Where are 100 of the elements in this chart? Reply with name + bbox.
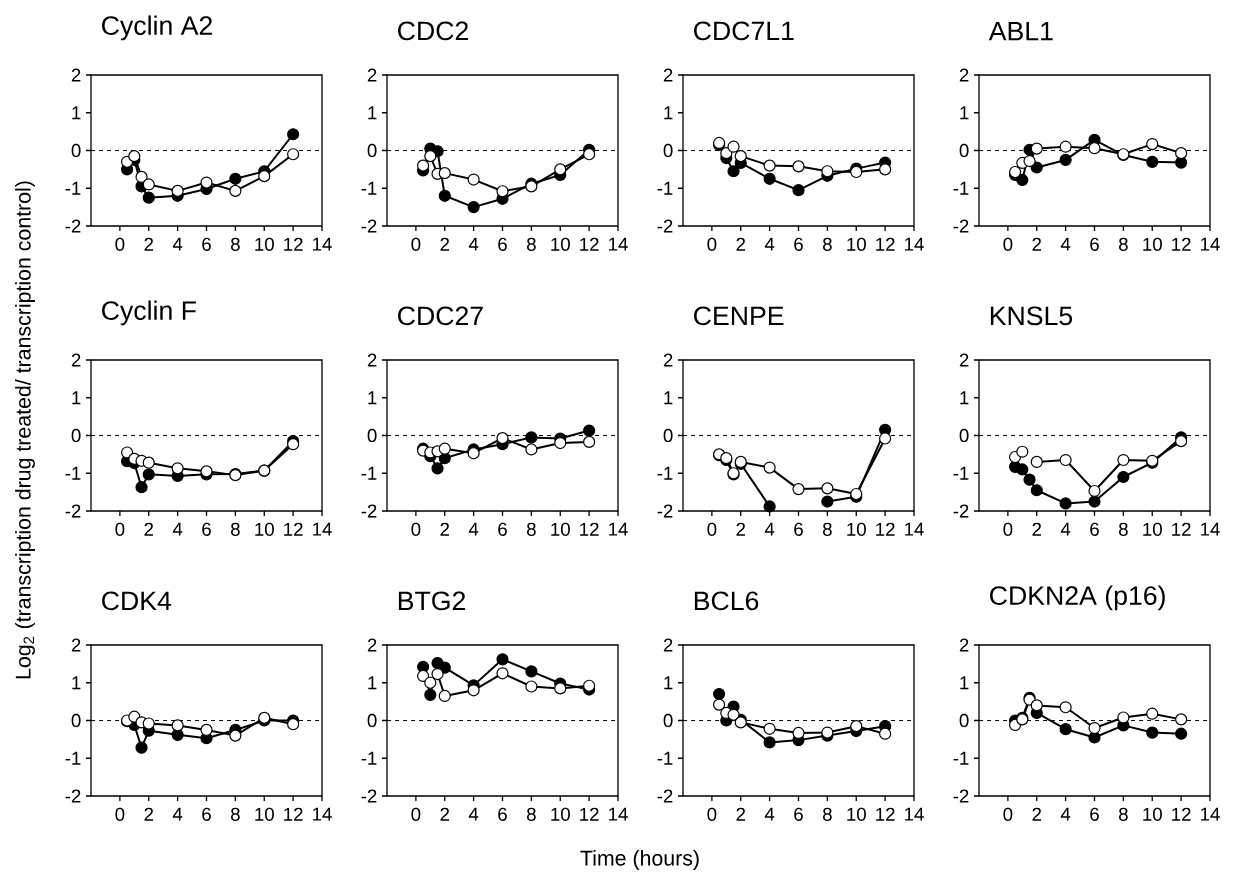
x-tick-label: 10 [847, 522, 866, 536]
x-tick-label: 12 [1172, 807, 1191, 821]
chart-title: KNSL5 [990, 306, 1073, 326]
chart-title: BTG2 [398, 591, 466, 611]
y-tick-label: 1 [664, 676, 673, 690]
x-tick-label: 2 [736, 522, 746, 536]
x-tick-label: 12 [284, 807, 303, 821]
x-tick-label: 8 [231, 237, 240, 251]
x-tick-label: 0 [115, 237, 125, 251]
y-tick-label: 2 [367, 68, 377, 82]
y-tick-label: -1 [65, 466, 81, 480]
x-tick-label: 10 [255, 807, 274, 821]
x-tick-label: 12 [876, 522, 895, 536]
x-tick-label: 10 [255, 522, 274, 536]
y-tick-label: 2 [959, 353, 969, 367]
x-tick-label: 8 [823, 807, 832, 821]
x-tick-label: 6 [794, 237, 803, 251]
x-tick-label: 0 [707, 237, 717, 251]
x-tick-label: 12 [876, 807, 895, 821]
x-tick-label: 2 [1032, 237, 1042, 251]
x-tick-label: 0 [411, 807, 421, 821]
x-tick-label: 10 [1143, 237, 1162, 251]
x-tick-label: 6 [1090, 807, 1099, 821]
x-tick-label: 2 [440, 807, 450, 821]
y-tick-label: -2 [361, 219, 377, 233]
x-tick-label: 0 [1003, 237, 1013, 251]
x-tick-label: 4 [764, 237, 775, 251]
y-tick-label: 0 [959, 713, 969, 728]
y-tick-label: -1 [657, 466, 673, 480]
y-tick-label: -1 [361, 181, 377, 195]
y-tick-label: 0 [367, 713, 377, 728]
x-tick-label: 4 [764, 522, 775, 536]
x-tick-label: 6 [794, 807, 803, 821]
x-tick-label: 10 [1143, 522, 1162, 536]
x-tick-label: 12 [580, 807, 599, 821]
y-tick-label: 1 [368, 106, 377, 120]
x-tick-label: 14 [1201, 522, 1220, 536]
y-tick-label: 0 [959, 428, 969, 443]
y-tick-label: 1 [960, 106, 969, 120]
x-tick-label: 4 [172, 522, 183, 536]
x-tick-label: 14 [905, 237, 924, 251]
y-tick-label: -2 [953, 504, 969, 518]
x-tick-label: 12 [580, 237, 599, 251]
x-tick-label: 2 [144, 522, 154, 536]
y-tick-label: 2 [663, 353, 673, 367]
x-tick-label: 0 [1003, 522, 1013, 536]
x-tick-label: 6 [202, 237, 211, 251]
y-tick-label: 0 [367, 428, 377, 443]
x-tick-label: 2 [1032, 522, 1042, 536]
chart-title: CDKN2A (p16) [990, 585, 1165, 611]
y-tick-label: 2 [71, 353, 81, 367]
y-tick-label: -2 [361, 789, 377, 803]
y-tick-label: 1 [960, 676, 969, 690]
x-tick-label: 8 [527, 522, 536, 536]
x-tick-label: 14 [1201, 807, 1220, 821]
y-tick-label: 0 [71, 428, 81, 443]
x-tick-label: 10 [1143, 807, 1162, 821]
chart-title: Cyclin A2 [102, 15, 212, 41]
y-tick-label: 1 [72, 676, 81, 690]
y-tick-label: 1 [664, 106, 673, 120]
chart-title: ABL1 [988, 21, 1053, 41]
x-tick-label: 4 [468, 522, 479, 536]
x-tick-label: 12 [1172, 237, 1191, 251]
x-tick-label: 2 [736, 237, 746, 251]
x-tick-label: 4 [468, 237, 479, 251]
x-tick-label: 4 [172, 807, 183, 821]
x-tick-label: 10 [255, 237, 274, 251]
x-tick-label: 2 [144, 237, 154, 251]
y-tick-label: -2 [361, 504, 377, 518]
x-tick-label: 10 [551, 807, 570, 821]
y-tick-label: 0 [663, 143, 673, 158]
x-tick-label: 10 [551, 237, 570, 251]
x-tick-label: 8 [231, 522, 240, 536]
x-tick-label: 0 [115, 522, 125, 536]
x-tick-label: 6 [498, 237, 507, 251]
x-tick-label: 0 [707, 522, 717, 536]
x-tick-label: 8 [823, 237, 832, 251]
y-tick-label: 1 [72, 391, 81, 405]
y-tick-label: -2 [657, 219, 673, 233]
x-tick-label: 8 [1119, 807, 1128, 821]
x-tick-label: 6 [498, 522, 507, 536]
x-tick-label: 2 [144, 807, 154, 821]
y-tick-label: -2 [657, 504, 673, 518]
x-tick-label: 14 [609, 237, 628, 251]
chart-title: BCL6 [694, 591, 759, 611]
x-tick-label: 4 [1060, 807, 1071, 821]
y-axis-title: Log$_{2}$ (transcription drug treated/ transcription control) [15, 181, 35, 679]
x-tick-label: 14 [1201, 237, 1220, 251]
x-tick-label: 0 [1003, 807, 1013, 821]
x-tick-label: 6 [1090, 237, 1099, 251]
y-tick-label: -1 [361, 466, 377, 480]
x-tick-label: 10 [551, 522, 570, 536]
x-tick-label: 8 [527, 237, 536, 251]
x-tick-label: 6 [202, 807, 211, 821]
x-tick-label: 8 [823, 522, 832, 536]
y-tick-label: 1 [72, 106, 81, 120]
y-tick-label: 2 [71, 68, 81, 82]
chart-title: Cyclin F [102, 300, 196, 326]
x-tick-label: 4 [172, 237, 183, 251]
x-tick-label: 4 [764, 807, 775, 821]
